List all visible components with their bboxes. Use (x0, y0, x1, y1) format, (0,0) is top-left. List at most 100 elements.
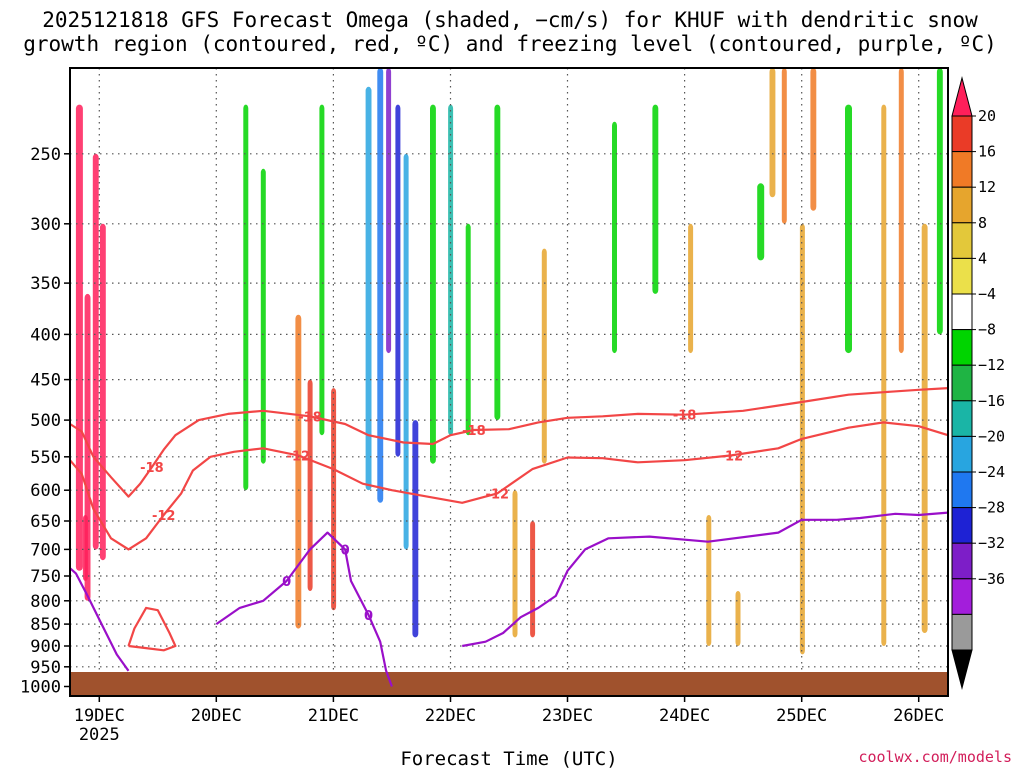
y-tick-label-900: 900 (30, 637, 61, 657)
contour-dendritic-minus12-low (127, 606, 177, 652)
y-tick-label-350: 350 (30, 274, 61, 294)
colorbar-swatch-5 (951, 293, 973, 331)
omega-shade-band-18 (430, 104, 436, 464)
omega-shade-band-28 (706, 515, 712, 646)
omega-shade-band-37 (898, 68, 904, 354)
colorbar-bottom-arrow (951, 649, 973, 690)
omega-shade-band-3 (99, 223, 106, 561)
omega-shade-band-4 (82, 515, 88, 581)
colorbar-label-7: −12 (978, 356, 1005, 374)
colorbar-label-2: 12 (978, 178, 996, 196)
x-axis-label: Forecast Time (UTC) (400, 748, 617, 768)
colorbar-swatch-0 (951, 115, 973, 153)
omega-shade-band-5 (195, 353, 202, 550)
omega-shade-band-15 (395, 104, 401, 457)
contour-freezing-0-c (70, 567, 130, 672)
contour-label-dendritic-minus18-2: -18 (462, 424, 486, 439)
colorbar-swatch-10 (951, 471, 973, 509)
chart-title-line1: 2025121818 GFS Forecast Omega (shaded, −… (42, 8, 978, 32)
x-tick-label-24DEC: 24DEC (659, 706, 710, 726)
contour-label-dendritic-minus18-0: -18 (140, 461, 164, 476)
colorbar-label-6: −8 (978, 321, 996, 339)
y-tick-label-450: 450 (30, 371, 61, 391)
omega-shade-band-0 (75, 104, 83, 571)
colorbar-swatch-6 (951, 329, 973, 366)
credit-text: coolwx.com/models (858, 748, 1012, 766)
y-tick-label-550: 550 (30, 448, 61, 468)
x-tick-label-23DEC: 23DEC (542, 706, 593, 726)
colorbar-label-11: −28 (978, 499, 1005, 517)
x-tick-label-19DEC: 19DEC (74, 706, 125, 726)
colorbar-label-3: 8 (978, 214, 987, 232)
omega-shade-band-29 (735, 591, 741, 646)
contour-label-dendritic-minus12-1: -12 (287, 449, 311, 464)
colorbar-label-9: −20 (978, 427, 1005, 445)
colorbar-swatch-13 (951, 578, 973, 615)
omega-shade-band-32 (781, 68, 787, 224)
y-axis: 2503003504004505005506006507007508008509… (20, 145, 70, 698)
colorbar-swatch-2 (951, 186, 973, 224)
contour-freezing-0-b (462, 511, 948, 648)
omega-shade-band-30 (757, 183, 765, 261)
colorbar-swatch-4 (951, 257, 973, 295)
omega-shade-band-22 (512, 490, 518, 638)
omega-shade-band-36 (881, 104, 887, 647)
chart-title-line2: growth region (contoured, red, ºC) and f… (23, 32, 997, 56)
omega-shade-band-35 (845, 104, 852, 354)
contour-label-dendritic-minus12-3: -12 (720, 449, 744, 464)
omega-shading (75, 68, 943, 655)
colorbar-label-8: −16 (978, 392, 1005, 410)
omega-shade-band-31 (769, 68, 776, 198)
colorbar-label-1: 16 (978, 143, 996, 161)
y-tick-label-600: 600 (30, 481, 61, 501)
y-tick-label-800: 800 (30, 592, 61, 612)
x-tick-label-26DEC: 26DEC (893, 706, 944, 726)
contour-dendritic-minus12 (70, 421, 948, 551)
colorbar-swatch-12 (951, 542, 973, 580)
x-tick-label-25DEC: 25DEC (776, 706, 827, 726)
y-tick-label-250: 250 (30, 145, 61, 165)
colorbar-swatch-14 (951, 613, 973, 651)
omega-shade-band-19 (448, 104, 454, 436)
omega-shade-band-9 (307, 379, 313, 591)
omega-shade-band-6 (243, 104, 249, 491)
x-tick-label-20DEC: 20DEC (191, 706, 242, 726)
colorbar-swatch-9 (951, 435, 973, 473)
colorbar: 20 16 12 8 4 −4 −8 −12 −16 −20 −24 −28 −32 −36 (951, 76, 1005, 690)
y-tick-label-300: 300 (30, 215, 61, 235)
contour-label-freezing-0-2: 0 (364, 609, 373, 624)
y-tick-label-950: 950 (30, 658, 61, 678)
colorbar-swatch-8 (951, 400, 973, 437)
contour-label-dendritic-minus12-0: -12 (152, 509, 176, 524)
surface-terrain (70, 672, 948, 696)
colorbar-label-10: −24 (978, 463, 1005, 481)
colorbar-swatch-7 (951, 364, 973, 402)
omega-shade-band-10 (319, 104, 325, 436)
y-tick-label-850: 850 (30, 615, 61, 635)
x-tick-label-22DEC: 22DEC (425, 706, 476, 726)
contour-label-freezing-0-0: 0 (282, 575, 291, 590)
omega-shade-band-39 (936, 68, 943, 335)
grid-lines (70, 68, 948, 696)
contour-label-dendritic-minus12-2: -12 (486, 487, 510, 502)
omega-shade-band-11 (331, 388, 337, 611)
omega-shade-band-8 (295, 314, 302, 629)
omega-shade-band-17 (412, 420, 419, 638)
colorbar-label-5: −4 (978, 285, 996, 303)
y-tick-label-1000: 1000 (20, 678, 61, 698)
omega-shade-band-27 (688, 223, 694, 354)
contour-freezing-0 (215, 531, 393, 687)
y-tick-label-400: 400 (30, 325, 61, 345)
omega-shade-band-24 (541, 248, 547, 464)
y-tick-label-750: 750 (30, 567, 61, 587)
plot-frame (69, 67, 949, 697)
omega-shade-band-12 (365, 86, 372, 491)
omega-shade-band-20 (465, 223, 471, 436)
colorbar-label-13: −36 (978, 570, 1005, 588)
x-tick-sublabel-19DEC: 2025 (79, 725, 120, 745)
omega-shade-band-26 (652, 104, 659, 294)
colorbar-swatch-1 (951, 151, 973, 188)
contour-label-dendritic-minus18-3: -18 (673, 409, 697, 424)
y-tick-label-700: 700 (30, 540, 61, 560)
